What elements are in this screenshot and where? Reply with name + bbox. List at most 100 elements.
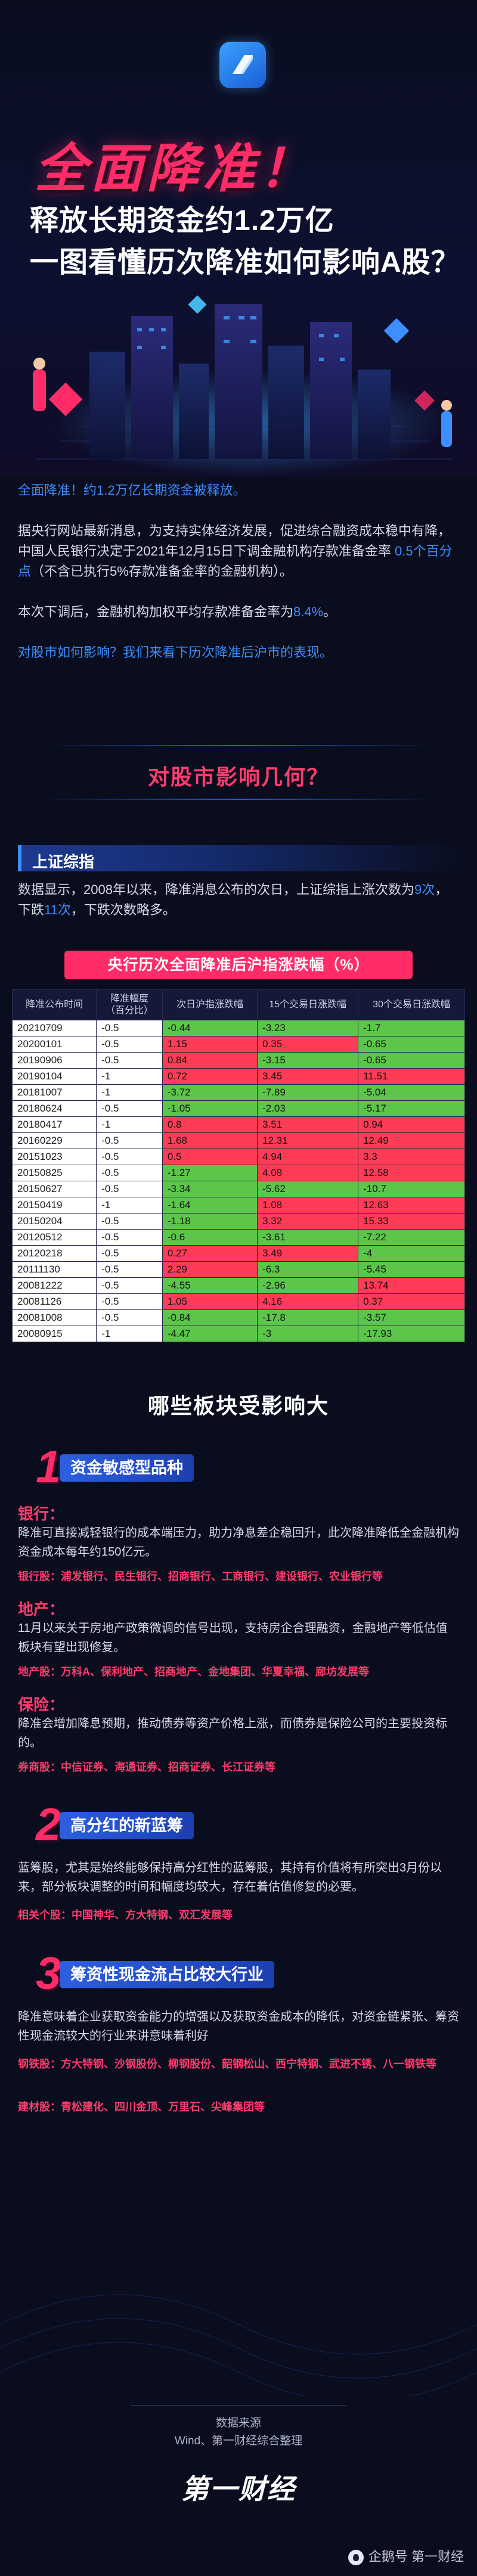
table-header-cell: 30个交易日涨跌幅 xyxy=(358,989,465,1020)
cut-cell: -1 xyxy=(96,1116,163,1133)
cut-cell: -1 xyxy=(96,1326,163,1342)
date-cell: 20180624 xyxy=(11,1100,97,1117)
section-divider xyxy=(42,745,435,746)
change-cell: -1.7 xyxy=(358,1020,465,1036)
index-label: 上证综指 xyxy=(32,853,95,871)
table-row: 20150419 -1 -1.64 1.08 12.63 xyxy=(11,1197,465,1213)
change-cell: 12.31 xyxy=(257,1132,359,1149)
change-cell: -5.45 xyxy=(358,1261,465,1278)
hero-subtitle-1: 释放长期资金约1.2万亿 xyxy=(30,205,334,237)
date-cell: 20180417 xyxy=(11,1116,97,1133)
category-insurance-stocks: 券商股：中信证券、海通证券、招商证券、长江证券等 xyxy=(18,1761,275,1773)
change-cell: -3.23 xyxy=(257,1020,359,1036)
change-cell: 0.37 xyxy=(358,1293,465,1310)
table-row: 20181007 -1 -3.72 -7.89 -5.04 xyxy=(11,1084,465,1101)
change-cell: -1.18 xyxy=(162,1213,258,1230)
date-cell: 20080915 xyxy=(11,1326,97,1342)
block-pill-2: 高分红的新蓝筹 xyxy=(60,1812,194,1839)
category-insurance-text: 降准会增加降息预期，推动债券等资产价格上涨，而债券是保险公司的主要投资标的。 xyxy=(18,1717,447,1749)
cut-cell: -1 xyxy=(96,1068,163,1085)
change-cell: -7.89 xyxy=(257,1084,359,1101)
table-row: 20151023 -0.5 0.5 4.94 3.3 xyxy=(11,1149,465,1165)
change-cell: 3.32 xyxy=(257,1213,359,1230)
cut-cell: -0.5 xyxy=(96,1309,163,1326)
change-cell: -17.8 xyxy=(257,1309,359,1326)
change-cell: 0.5 xyxy=(162,1149,258,1165)
table-row: 20190906 -0.5 0.84 -3.15 -0.65 xyxy=(11,1052,465,1069)
change-cell: 4.94 xyxy=(257,1149,359,1165)
intro-p3-highlight: 8.4% xyxy=(293,604,324,619)
change-cell: -1.64 xyxy=(162,1197,258,1213)
date-cell: 20151023 xyxy=(11,1149,97,1165)
change-cell: -5.17 xyxy=(358,1100,465,1117)
change-cell: 1.08 xyxy=(257,1197,359,1213)
cut-cell: -0.5 xyxy=(96,1020,163,1036)
table-row: 20150204 -0.5 -1.18 3.32 15.33 xyxy=(11,1213,465,1230)
table-header-cell: 15个交易日涨跌幅 xyxy=(257,989,359,1020)
index-up-count: 9次 xyxy=(414,882,435,897)
data-source-label: 数据来源 xyxy=(215,2417,261,2429)
change-cell: 0.35 xyxy=(257,1036,359,1053)
date-cell: 20210709 xyxy=(11,1020,97,1036)
change-cell: 4.08 xyxy=(257,1165,359,1181)
cut-cell: -0.5 xyxy=(96,1229,163,1246)
change-cell: 15.33 xyxy=(358,1213,465,1230)
change-cell: -0.84 xyxy=(162,1309,258,1326)
change-cell: 1.68 xyxy=(162,1132,258,1149)
change-cell: -4 xyxy=(358,1245,465,1262)
app-logo-icon xyxy=(219,42,266,88)
block-2-text: 蓝筹股，尤其是始终能够保持高分红性的蓝筹股，其持有价值将有所突出3月份以来，部分… xyxy=(18,1861,442,1894)
date-cell: 20120218 xyxy=(11,1245,97,1262)
change-cell: 0.27 xyxy=(162,1245,258,1262)
change-cell: -3 xyxy=(257,1326,359,1342)
block-pill-3: 筹资性现金流占比较大行业 xyxy=(60,1961,274,1988)
date-cell: 20181007 xyxy=(11,1084,97,1101)
hero-title: 全面降准！ xyxy=(35,139,315,198)
change-cell: 13.74 xyxy=(358,1277,465,1294)
intro-paragraph-2: 据央行网站最新消息，为支持实体经济发展，促进综合融资成本稳中有降，中国人民银行决… xyxy=(18,521,459,582)
change-cell: -3.57 xyxy=(358,1309,465,1326)
intro-p3-text: 本次下调后，金融机构加权平均存款准备金率为 xyxy=(18,604,294,619)
change-cell: 12.49 xyxy=(358,1132,465,1149)
block-number-2: 2 xyxy=(36,1799,61,1850)
date-cell: 20200101 xyxy=(11,1036,97,1053)
intro-p2-text-b: （不含已执行5%存款准备金率的金融机构）。 xyxy=(31,564,293,579)
cut-cell: -0.5 xyxy=(96,1261,163,1278)
change-cell: -10.7 xyxy=(358,1181,465,1197)
index-text-b: ，下跌 xyxy=(18,882,448,917)
block-3-steel-stocks: 钢铁股：方大特钢、沙钢股份、柳钢股份、韶钢松山、西宁特钢、武进不锈、八一钢铁等 xyxy=(18,2058,436,2070)
date-cell: 20081222 xyxy=(11,1277,97,1294)
table-body: 20210709 -0.5 -0.44 -3.23 -1.7 20200101 -0.5 1.… xyxy=(11,1020,465,1342)
change-cell: 0.8 xyxy=(162,1116,258,1133)
cut-cell: -0.5 xyxy=(96,1165,163,1181)
change-cell: -7.22 xyxy=(358,1229,465,1246)
table-row: 20180624 -0.5 -1.05 -2.03 -5.17 xyxy=(11,1100,465,1117)
intro-p3-text-b: 。 xyxy=(323,604,337,619)
change-cell: -5.62 xyxy=(257,1181,359,1197)
change-cell: -3.15 xyxy=(257,1052,359,1069)
change-cell: 4.16 xyxy=(257,1293,359,1310)
change-cell: -4.47 xyxy=(162,1326,258,1342)
change-cell: 3.45 xyxy=(257,1068,359,1085)
change-cell: -3.72 xyxy=(162,1084,258,1101)
category-bank: 银行： xyxy=(18,1505,65,1523)
date-cell: 20160229 xyxy=(11,1132,97,1149)
category-realestate-text: 11月以来关于房地产政策微调的信号出现，支持房企合理融资，金融地产等低估值板块有… xyxy=(18,1622,448,1654)
date-cell: 20190906 xyxy=(11,1052,97,1069)
change-cell: -2.03 xyxy=(257,1100,359,1117)
block-number-3: 3 xyxy=(36,1948,61,1999)
change-cell: -5.04 xyxy=(358,1084,465,1101)
category-insurance: 保险： xyxy=(18,1696,65,1714)
decorative-background xyxy=(0,2294,477,2396)
index-label-bar: 上证综指 xyxy=(18,845,463,871)
cut-cell: -1 xyxy=(96,1084,163,1101)
change-cell: -3.61 xyxy=(257,1229,359,1246)
intro-paragraph-4: 对股市如何影响？我们来看下历次降准后沪市的表现。 xyxy=(18,645,333,660)
change-cell: 3.49 xyxy=(257,1245,359,1262)
block-3-building-stocks: 建材股：青松建化、四川金顶、万里石、尖峰集团等 xyxy=(18,2101,265,2113)
change-cell: 1.15 xyxy=(162,1036,258,1053)
block-number-1: 1 xyxy=(36,1442,61,1492)
watermark: 企鹅号 第一财经 xyxy=(348,2546,464,2566)
table-row: 20120512 -0.5 -0.6 -3.61 -7.22 xyxy=(11,1229,465,1246)
